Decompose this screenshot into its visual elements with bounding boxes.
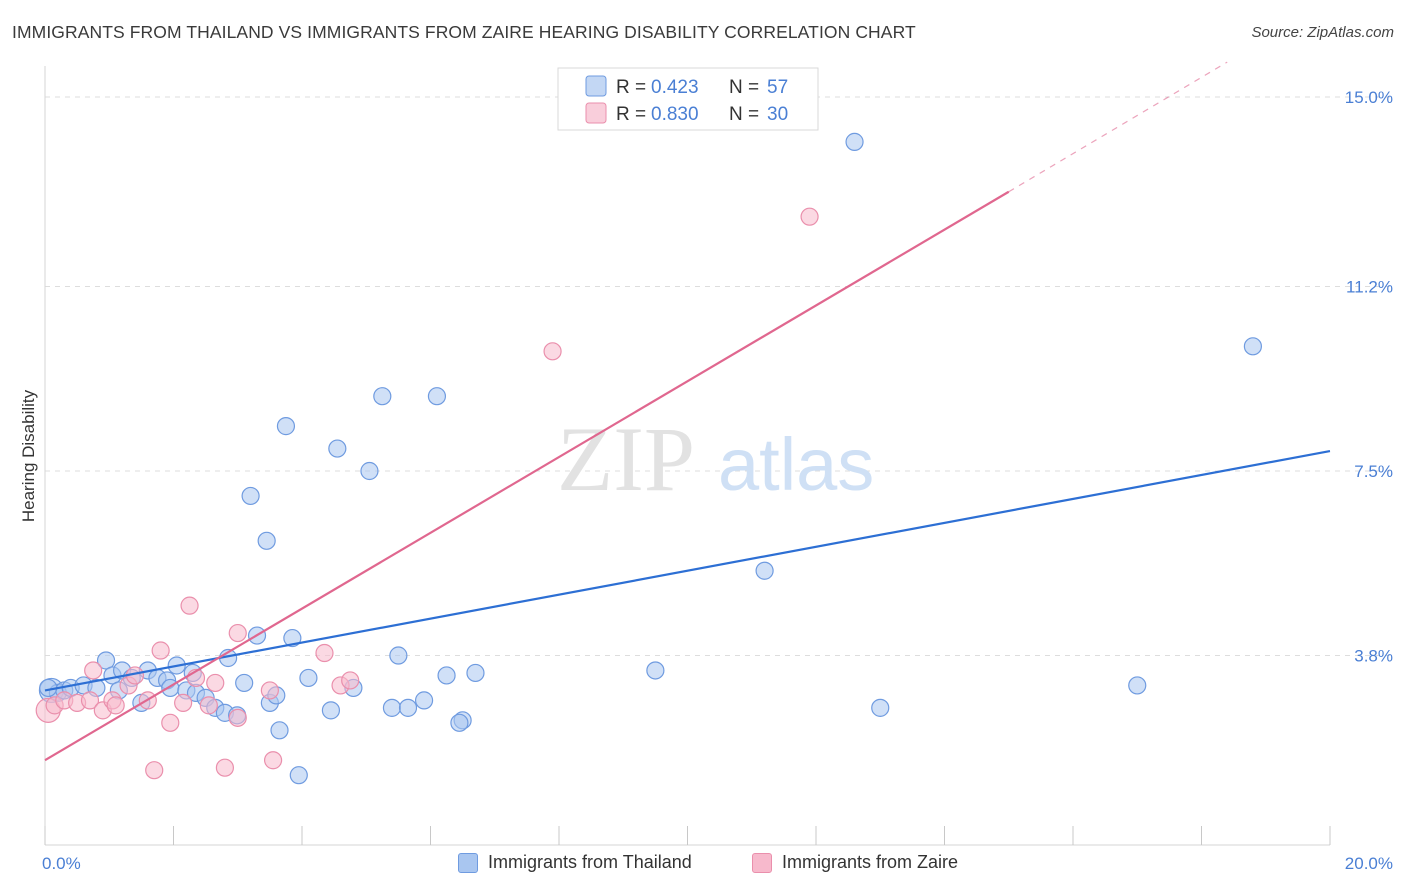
legend-r-value-thailand: 0.423 — [651, 77, 699, 98]
axes — [44, 66, 1331, 846]
y-tick-labels: 3.8% 7.5% 11.2% 15.0% — [1345, 88, 1393, 666]
thailand-point — [646, 661, 665, 680]
zaire-point — [315, 643, 334, 663]
zaire-point — [106, 696, 125, 715]
thailand-point — [241, 486, 260, 506]
thailand-point — [437, 666, 456, 685]
thailand-point — [283, 628, 302, 648]
watermark: ZIP atlas — [557, 408, 874, 510]
zaire-point — [84, 661, 103, 680]
zaire-point — [80, 691, 100, 710]
trend-lines — [44, 61, 1331, 762]
legend-label-zaire: Immigrants from Zaire — [782, 852, 959, 872]
y-tick-label: 15.0% — [1345, 88, 1393, 107]
x-tick-label: 20.0% — [1345, 854, 1393, 873]
thailand-point — [373, 387, 392, 406]
thailand-point — [96, 651, 116, 670]
legend-label-thailand: Immigrants from Thailand — [488, 852, 692, 872]
y-tick-label: 11.2% — [1346, 277, 1393, 296]
zaire-point — [174, 693, 193, 712]
zaire-point — [228, 623, 247, 643]
thailand-trend-line — [44, 449, 1331, 692]
y-tick-label: 3.8% — [1354, 647, 1393, 666]
legend-swatch-thailand — [458, 852, 478, 873]
thailand-point — [289, 766, 308, 785]
source-label: Source: ZipAtlas.com — [1251, 24, 1394, 41]
legend-swatch-thailand — [585, 75, 607, 97]
thailand-point — [360, 461, 379, 481]
thailand-point — [276, 417, 296, 436]
thailand-point — [328, 439, 347, 458]
zaire-point — [151, 641, 170, 660]
legend-r-label: R = — [616, 104, 646, 125]
watermark-zip: ZIP — [557, 408, 695, 510]
legend-r-label: R = — [616, 77, 646, 98]
legend-n-value-zaire: 30 — [767, 104, 788, 125]
legend-correlation: R = 0.423 N = 57 R = 0.830 N = 30 — [557, 67, 819, 131]
zaire-point — [180, 596, 199, 615]
thailand-point — [299, 668, 318, 688]
zaire-point — [206, 673, 225, 693]
zaire-point — [543, 342, 562, 361]
thailand-point — [1128, 676, 1147, 695]
thailand-point — [398, 698, 418, 717]
y-tick-label: 7.5% — [1354, 462, 1393, 481]
zaire-point — [800, 207, 819, 226]
thailand-point — [389, 646, 408, 665]
x-tick-labels: 0.0% 20.0% — [42, 854, 1393, 873]
x-tick-label: 0.0% — [42, 854, 81, 873]
watermark-atlas: atlas — [718, 423, 874, 506]
y-axis-label: Hearing Disability — [19, 389, 38, 522]
thailand-point — [755, 561, 774, 580]
chart-title: IMMIGRANTS FROM THAILAND VS IMMIGRANTS F… — [12, 22, 916, 42]
legend-series: Immigrants from Thailand Immigrants from… — [0, 852, 1406, 878]
zaire-point — [263, 751, 283, 770]
thailand-point — [414, 691, 434, 710]
thailand-point — [845, 132, 864, 151]
legend-n-label: N = — [729, 77, 759, 98]
thailand-point — [257, 531, 276, 550]
thailand-point — [871, 698, 890, 717]
zaire-point — [260, 681, 279, 700]
zaire-trend-line — [44, 190, 1010, 762]
thailand-point — [427, 387, 447, 406]
thailand-point — [235, 673, 254, 693]
thailand-point — [382, 698, 402, 717]
zaire-point — [199, 696, 218, 715]
legend-item-thailand[interactable]: Immigrants from Thailand — [458, 852, 692, 873]
thailand-point — [466, 663, 485, 683]
gridlines — [45, 96, 1395, 657]
thailand-point — [450, 713, 469, 732]
legend-swatch-zaire — [585, 102, 607, 124]
zaire-point — [161, 713, 180, 732]
legend-item-zaire[interactable]: Immigrants from Zaire — [752, 852, 958, 873]
legend-n-value-thailand: 57 — [767, 77, 788, 98]
legend-r-value-zaire: 0.830 — [651, 104, 699, 125]
legend-swatch-zaire — [752, 852, 772, 873]
thailand-point — [1243, 337, 1263, 356]
thailand-point — [321, 701, 341, 720]
zaire-trend-extension — [1008, 61, 1228, 193]
zaire-point — [341, 671, 360, 690]
zaire-point — [228, 708, 247, 727]
zaire-point — [215, 758, 234, 777]
legend-n-label: N = — [729, 104, 759, 125]
zaire-point — [145, 761, 164, 780]
thailand-point — [270, 721, 289, 740]
